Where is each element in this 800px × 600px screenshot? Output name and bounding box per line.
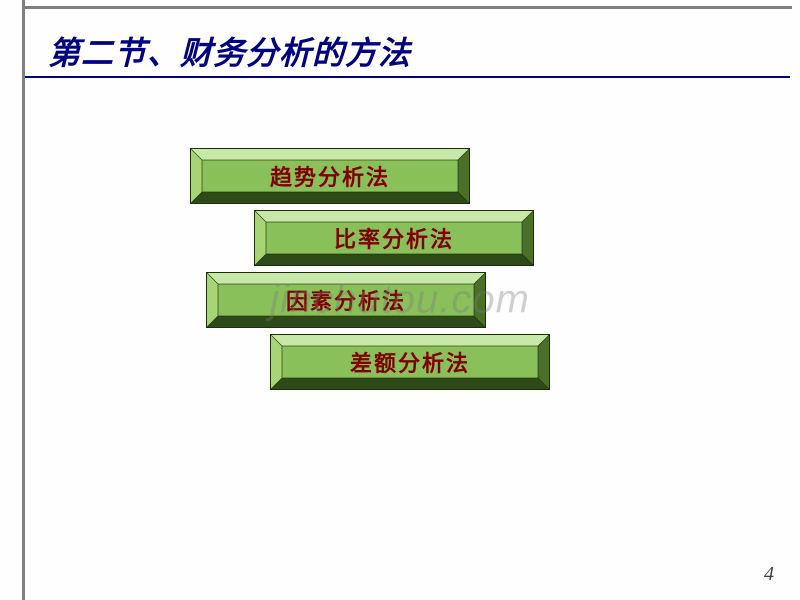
methods-diagram: 趋势分析法 比率分析法 因素分析法 差额	[0, 0, 800, 600]
method-box: 因素分析法	[206, 272, 486, 328]
method-box-label: 因素分析法	[286, 284, 406, 316]
page-number: 4	[764, 563, 774, 586]
method-box-label: 比率分析法	[334, 222, 454, 254]
method-box: 差额分析法	[270, 334, 550, 390]
method-box: 比率分析法	[254, 210, 534, 266]
method-box-label: 趋势分析法	[270, 160, 390, 192]
method-box: 趋势分析法	[190, 148, 470, 204]
method-box-label: 差额分析法	[350, 346, 470, 378]
